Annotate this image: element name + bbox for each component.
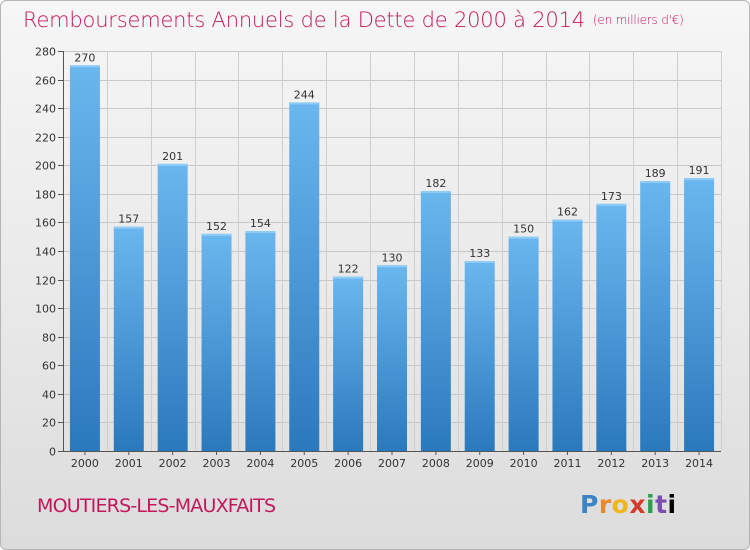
bar-top-edge	[464, 261, 495, 263]
bar-value-label: 150	[513, 223, 534, 236]
bars	[69, 65, 715, 452]
bar-value-label: 162	[557, 206, 578, 219]
x-tick-label: 2008	[422, 457, 450, 470]
bar-top-edge	[420, 191, 451, 193]
y-tick-label: 260	[35, 75, 56, 88]
proxiti-logo[interactable]: Proxiti	[580, 490, 677, 519]
bar	[508, 236, 539, 451]
bar	[157, 163, 188, 451]
x-tick-label: 2012	[597, 457, 625, 470]
bar	[245, 231, 276, 451]
bar-top-edge	[157, 163, 188, 166]
x-tick-label: 2011	[553, 457, 581, 470]
y-tick-label: 80	[42, 332, 56, 345]
title-unit: (en milliers d'€)	[592, 13, 684, 27]
x-tick-label: 2014	[685, 457, 713, 470]
bar	[684, 178, 715, 451]
y-tick-label: 60	[42, 360, 56, 373]
bar-value-label: 189	[645, 167, 666, 180]
bar-value-label: 270	[74, 51, 95, 64]
bar-top-edge	[113, 226, 144, 229]
bar	[377, 265, 407, 451]
bar	[333, 276, 364, 451]
y-tick-label: 180	[35, 189, 56, 202]
bar-value-label: 201	[162, 150, 183, 163]
y-tick-label: 220	[35, 132, 56, 145]
bar-value-label: 157	[118, 213, 139, 226]
bar-value-label: 122	[338, 263, 359, 276]
x-tick-label: 2001	[115, 457, 143, 470]
bar	[69, 65, 100, 452]
x-tick-label: 2003	[203, 457, 231, 470]
bar-top-edge	[377, 265, 407, 268]
bar	[201, 233, 232, 451]
bar	[640, 181, 671, 451]
bar	[289, 102, 320, 451]
y-tick-label: 120	[35, 275, 56, 288]
y-tick-label: 40	[42, 389, 56, 402]
y-tick-label: 160	[35, 217, 56, 230]
x-tick-label: 2006	[334, 457, 362, 470]
axes: 0 20 40 60 80 100 120 140 160 180 200 220 240 260 280 2…	[35, 46, 721, 470]
x-tick-label: 2010	[510, 457, 538, 470]
x-tick-label: 2000	[71, 457, 99, 470]
bar-top-edge	[596, 203, 627, 206]
bar	[420, 191, 451, 451]
bar-top-edge	[289, 102, 320, 105]
bar-top-edge	[245, 231, 276, 233]
chart-title: Remboursements Annuels de la Dette de 20…	[23, 8, 684, 32]
y-tick-label: 0	[49, 446, 56, 459]
logo-letter: i	[646, 490, 656, 519]
logo-letter: t	[655, 490, 668, 519]
bar-value-label: 191	[689, 164, 710, 177]
logo-letter: o	[611, 490, 630, 519]
bar	[464, 261, 495, 451]
y-tick-label: 200	[35, 160, 56, 173]
bar-top-edge	[333, 276, 364, 279]
title-text: Remboursements Annuels de la Dette de 20…	[23, 8, 585, 32]
logo-letter: P	[580, 490, 599, 519]
bar-value-label: 244	[294, 88, 315, 101]
bar-top-edge	[201, 233, 232, 236]
x-tick-label: 2013	[641, 457, 669, 470]
y-tick-label: 100	[35, 303, 56, 316]
x-tick-label: 2002	[159, 457, 187, 470]
bar-top-edge	[684, 178, 715, 181]
bar-value-label: 152	[206, 220, 227, 233]
y-tick-label: 280	[35, 46, 56, 59]
city-name: MOUTIERS-LES-MAUXFAITS	[37, 495, 276, 517]
logo-letter: x	[629, 490, 646, 519]
bar-value-label: 154	[250, 217, 271, 230]
y-tick-label: 140	[35, 246, 56, 259]
bar-value-label: 182	[425, 177, 446, 190]
bar-top-edge	[508, 236, 539, 239]
bar-value-label: 130	[382, 251, 403, 264]
bar	[113, 226, 144, 451]
value-labels: 270 157 201 152 154 244 122 130 182 133 150 162 173 1…	[74, 51, 709, 275]
bar-top-edge	[552, 219, 583, 222]
bar-value-label: 173	[601, 190, 622, 203]
bar-top-edge	[640, 181, 671, 183]
bar	[596, 203, 627, 451]
y-tick-label: 20	[42, 417, 56, 430]
logo-letter: r	[598, 490, 612, 519]
bar-top-edge	[69, 65, 100, 68]
logo-letter: i	[667, 490, 677, 519]
x-tick-label: 2004	[246, 457, 274, 470]
bar-value-label: 133	[469, 247, 490, 260]
bar	[552, 219, 583, 451]
x-tick-label: 2009	[466, 457, 494, 470]
y-tick-label: 240	[35, 103, 56, 116]
x-tick-label: 2007	[378, 457, 406, 470]
x-tick-label: 2005	[290, 457, 318, 470]
